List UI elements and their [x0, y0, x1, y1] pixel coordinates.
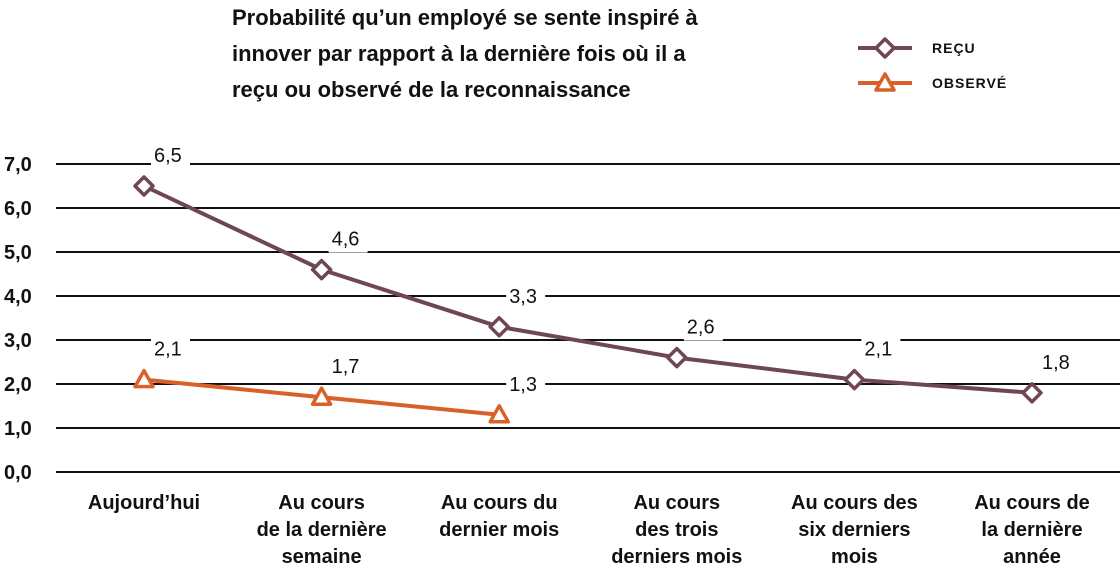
series-recu: 6,5 4,6 3,3 2,6 2,1 1,8 — [133, 145, 1078, 404]
chart-title-line: innover par rapport à la dernière fois o… — [232, 41, 686, 66]
data-label: 2,6 — [687, 317, 715, 339]
chart-title: Probabilité qu’un employé se sente inspi… — [232, 0, 832, 108]
data-label-background — [1039, 351, 1078, 376]
chart-title-line: reçu ou observé de la reconnaissance — [232, 77, 631, 102]
data-label: 4,6 — [332, 229, 360, 251]
triangle-marker — [133, 368, 155, 389]
data-label-background — [506, 285, 546, 310]
data-label-background — [861, 338, 901, 363]
chart-title-line: Probabilité qu’un employé se sente inspi… — [232, 5, 698, 30]
x-category-label: Au cours du dernier mois — [439, 492, 559, 541]
data-label-background — [328, 356, 368, 381]
data-label: 3,3 — [509, 286, 537, 308]
x-category-label: Au cours de la dernière année — [974, 492, 1090, 566]
legend-label: OBSERVÉ — [932, 75, 1007, 91]
y-tick-label: 2,0 — [4, 374, 32, 396]
series-lines: 6,5 4,6 3,3 2,6 2,1 1,8 2,1 1,7 1,3 — [133, 145, 1078, 424]
x-category-label-line: de la dernière — [257, 519, 387, 541]
x-category-label-line: Au cours du — [441, 492, 558, 514]
triangle-marker — [488, 404, 510, 424]
y-tick-label: 3,0 — [4, 330, 32, 352]
x-category-label-line: Aujourd’hui — [88, 492, 200, 514]
data-label-background — [151, 338, 190, 363]
diamond-marker — [310, 258, 333, 281]
x-category-label-line: dernier mois — [439, 519, 559, 541]
legend: REÇU OBSERVÉ — [858, 37, 1007, 92]
triangle-marker — [874, 72, 896, 92]
data-label: 1,8 — [1042, 352, 1070, 374]
series-line — [143, 184, 1033, 395]
data-label-background — [151, 145, 190, 169]
y-tick-label: 7,0 — [4, 154, 32, 176]
diamond-marker — [488, 316, 510, 338]
x-category-label-line: année — [1003, 546, 1061, 566]
data-label: 1,3 — [509, 374, 537, 396]
x-category-label-line: Au cours — [633, 492, 720, 514]
y-tick-label: 0,0 — [4, 462, 32, 484]
data-label-background — [683, 316, 723, 341]
x-category-label: Au cours des six derniers mois — [791, 492, 918, 566]
x-category-label-line: Au cours des — [791, 492, 918, 514]
legend-label: REÇU — [932, 40, 976, 56]
y-tick-label: 6,0 — [4, 198, 32, 220]
x-category-label: Au cours des trois derniers mois — [611, 492, 742, 566]
diamond-marker — [666, 346, 688, 369]
x-category-label-line: Au cours — [278, 492, 365, 514]
diamond-marker — [133, 175, 155, 197]
data-label-background — [328, 228, 368, 253]
diamond-marker — [843, 368, 866, 391]
x-category-label-line: la dernière — [981, 519, 1082, 541]
x-category-label-line: semaine — [282, 546, 362, 566]
legend-item: OBSERVÉ — [858, 72, 1007, 92]
legend-item: REÇU — [858, 37, 976, 59]
triangle-marker — [310, 386, 333, 406]
y-tick-label: 4,0 — [4, 286, 32, 308]
y-tick-label: 5,0 — [4, 242, 32, 264]
data-label-background — [506, 373, 546, 398]
data-label: 2,1 — [864, 339, 892, 361]
data-label: 2,1 — [154, 339, 182, 361]
x-category-label: Au cours de la dernière semaine — [257, 492, 387, 566]
diamond-marker — [1021, 382, 1043, 404]
y-tick-label: 1,0 — [4, 418, 32, 440]
x-category-label-line: derniers mois — [611, 546, 742, 566]
x-category-label-line: des trois — [635, 519, 718, 541]
x-axis-category-labels: Aujourd’hui Au cours de la dernière semaine… — [88, 492, 1090, 566]
x-category-label-line: mois — [831, 546, 878, 566]
y-axis-tick-labels: 0,0 1,0 2,0 3,0 4,0 5,0 6,0 7,0 — [4, 154, 32, 484]
x-category-label: Aujourd’hui — [88, 492, 200, 514]
x-category-label-line: Au cours de — [974, 492, 1090, 514]
series-observe: 2,1 1,7 1,3 — [133, 338, 546, 424]
diamond-marker — [874, 37, 896, 59]
x-category-label-line: six derniers — [798, 519, 910, 541]
data-label: 6,5 — [154, 145, 182, 167]
data-label: 1,7 — [332, 356, 360, 378]
gridlines — [56, 163, 1120, 473]
